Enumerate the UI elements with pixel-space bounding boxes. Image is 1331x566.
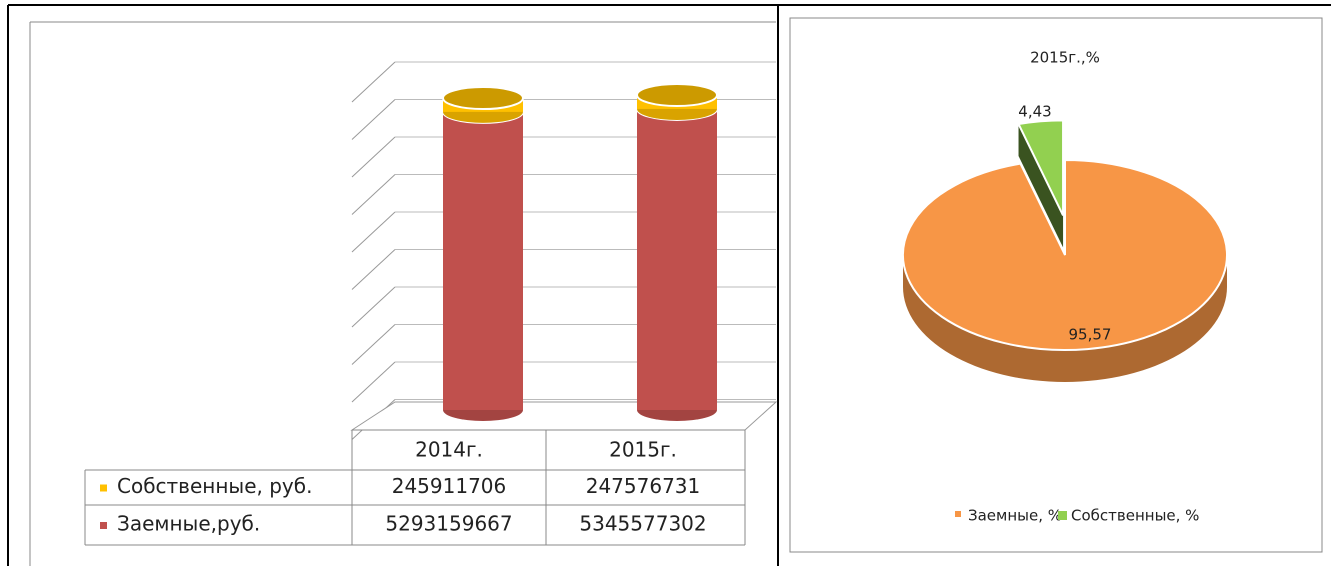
legend-label: Заемные,руб. [117, 512, 260, 536]
data-label: 95,57 [1069, 326, 1112, 344]
frame-box [789, 17, 1323, 553]
grid-line [351, 324, 396, 365]
table-header: 2015г. [609, 438, 677, 462]
pie-slice [1017, 119, 1065, 216]
legend-label: Собственные, руб. [117, 474, 312, 498]
frames [7, 4, 1331, 566]
table-value: 5345577302 [579, 512, 706, 536]
pie-slice [902, 158, 1228, 351]
bar [443, 111, 523, 411]
grid-line [351, 174, 396, 215]
table-value: 5293159667 [385, 512, 512, 536]
grid-line [351, 249, 396, 290]
pie-side [1018, 124, 1064, 248]
bar-top-cap [636, 83, 718, 107]
grid-line [351, 136, 396, 178]
grid-line [351, 61, 396, 103]
grid-line [351, 99, 396, 140]
grid-line [351, 286, 396, 328]
data-label: 4,43 [1018, 103, 1051, 121]
legend-marker [100, 484, 107, 492]
pie-side [903, 255, 1227, 382]
legend-label: Собственные, % [1071, 507, 1199, 525]
legend-label: Заемные, % [968, 507, 1062, 525]
bar [637, 108, 717, 410]
grid-line [351, 211, 396, 253]
legend-marker [100, 522, 107, 529]
legend-marker [1058, 511, 1067, 520]
bar-top-cap [442, 86, 524, 111]
grid-line [351, 361, 396, 403]
table-header: 2014г. [415, 438, 483, 462]
legend-marker [955, 511, 961, 517]
table-value: 245911706 [392, 474, 507, 498]
chart-title: 2015г.,% [1030, 49, 1100, 67]
table-value: 247576731 [586, 474, 701, 498]
